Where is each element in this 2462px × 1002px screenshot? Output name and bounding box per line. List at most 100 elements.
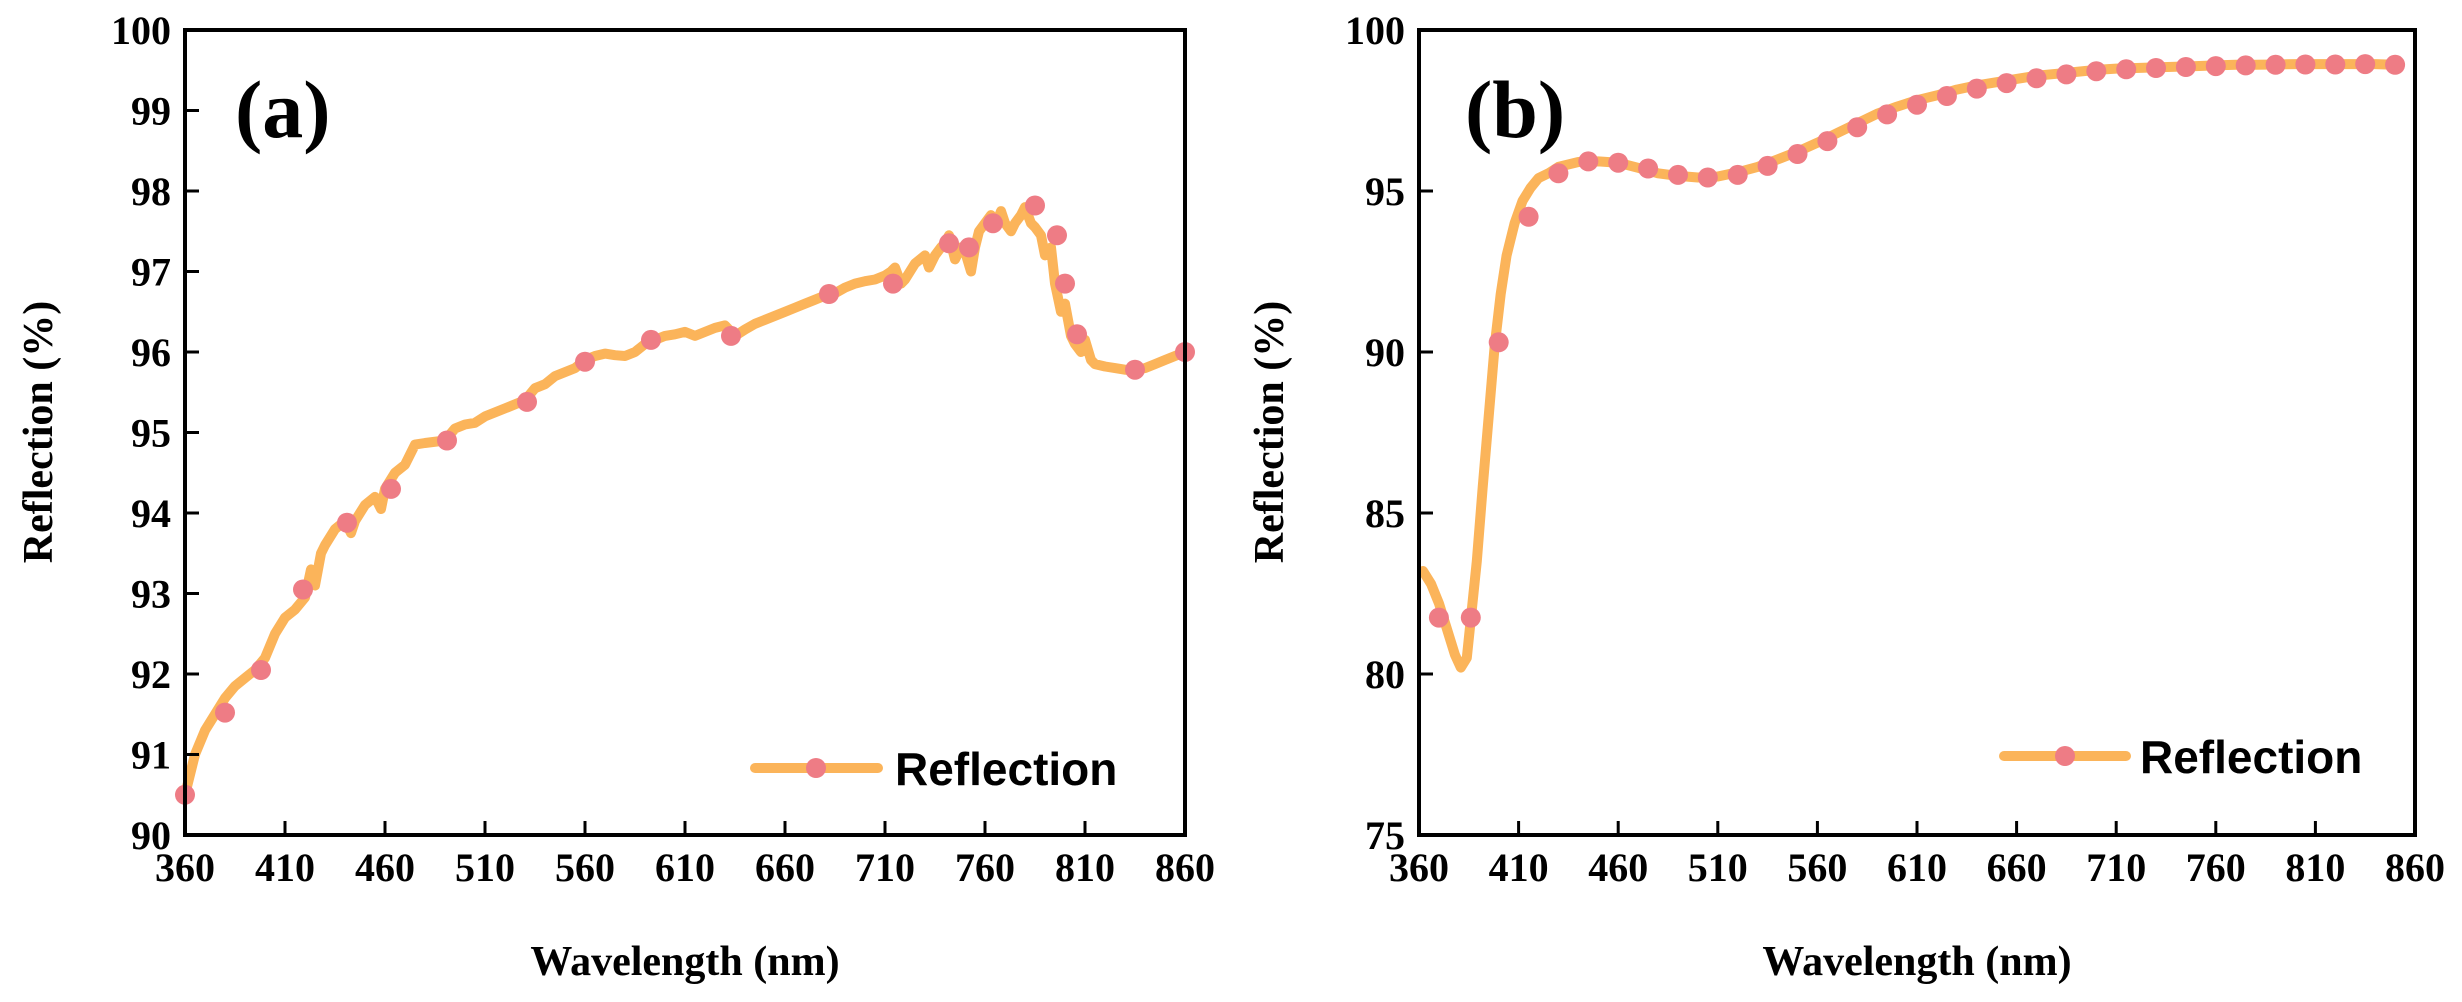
panel-a-ytick-label: 96: [131, 330, 171, 375]
panel-a-yticks: 90 91 92 93 94 95 96 97 98 99 100: [111, 8, 199, 858]
panel-b-legend-label: Reflection: [2140, 731, 2362, 783]
panel-b-marker-point: [1638, 158, 1659, 179]
panel-b-legend: Reflection: [1999, 731, 2362, 783]
panel-b-xlabel: Wavelength (nm): [1762, 939, 2071, 985]
panel-b-marker-point: [2116, 59, 2137, 80]
panel-a-xtick-label: 710: [855, 845, 915, 890]
panel-b-ytick-label: 90: [1365, 330, 1405, 375]
panel-b-series-line-0: [1418, 59, 2401, 673]
panel-b-xticks: 360 410 460 510 560 610 660 710 760 810 860: [1389, 821, 2445, 890]
panel-b-marker-point: [1608, 152, 1629, 173]
panel-b-marker-point: [2175, 57, 2196, 77]
panel-a-xtick-label: 360: [155, 845, 215, 890]
panel-a-ytick-label: 94: [131, 491, 171, 536]
panel-b-ytick-label: 95: [1365, 169, 1405, 214]
panel-b-markers: [1428, 54, 2406, 628]
panel-b-marker-point: [2056, 64, 2077, 85]
panel-a-ytick-label: 95: [131, 411, 171, 456]
panel-b-xtick-label: 360: [1389, 845, 1449, 890]
panel-b-marker-point: [1668, 164, 1688, 185]
panel-b-marker-point: [1907, 94, 1927, 115]
panel-a-marker-point: [337, 512, 357, 533]
panel-b-yticks: 75 80 85 90 95 100: [1345, 8, 1433, 858]
panel-a-marker-point: [1025, 195, 1045, 216]
panel-b-marker-point: [1757, 155, 1778, 176]
panel-b-xtick-label: 810: [2285, 845, 2345, 890]
panel-b-label: (b): [1465, 64, 1565, 155]
panel-a-legend: Reflection: [750, 743, 1117, 795]
panel-b-marker-point: [1727, 164, 1748, 185]
panel-b-xtick-label: 410: [1489, 845, 1549, 890]
panel-a-xtick-label: 560: [555, 845, 615, 890]
panel-a-marker-point: [381, 478, 401, 499]
panel-b-marker-point: [2295, 54, 2316, 75]
panel-a-marker-point: [959, 237, 979, 258]
panel-b-marker-point: [1460, 607, 1481, 628]
panel-b-ytick-label: 80: [1365, 652, 1405, 697]
panel-b-marker-point: [2235, 55, 2256, 76]
panel-b-ylabel: Reflection (%): [1247, 301, 1293, 563]
panel-a-marker-point: [819, 284, 839, 304]
panel-a-xtick-label: 860: [1155, 845, 1215, 890]
panel-b-marker-point: [2265, 54, 2286, 75]
panel-b-xtick-label: 660: [1987, 845, 2047, 890]
panel-a-marker-point: [641, 329, 661, 350]
panel-b-xtick-label: 860: [2385, 845, 2445, 890]
panel-a-xtick-label: 610: [655, 845, 715, 890]
panel-b-ytick-label: 75: [1365, 813, 1405, 858]
panel-a-ytick-label: 93: [131, 572, 171, 617]
panel-a-ytick-label: 97: [131, 250, 171, 295]
panel-b-ytick-label: 85: [1365, 491, 1405, 536]
panel-a-ytick-label: 98: [131, 169, 171, 214]
panel-a-xtick-label: 410: [255, 845, 315, 890]
panel-a-xtick-label: 460: [355, 845, 415, 890]
panel-a-xtick-label: 760: [955, 845, 1015, 890]
panel-b-marker-point: [1966, 78, 1987, 99]
panel-a-legend-label: Reflection: [895, 743, 1117, 795]
panel-b-marker-point: [1488, 332, 1509, 353]
panel-a-marker-point: [215, 702, 235, 723]
panel-a: (a) 360 410 460 510 560 610 660 710 760 810 860 90…: [16, 8, 1215, 985]
panel-a-ytick-label: 100: [111, 8, 171, 53]
panel-a-frame: [183, 28, 1187, 837]
panel-b-marker-point: [1548, 163, 1569, 184]
panel-a-marker-point: [983, 213, 1003, 234]
panel-a-legend-marker: [806, 758, 826, 778]
panel-b-marker-point: [1428, 607, 1449, 628]
panel-a-series-line-0: [180, 202, 1190, 800]
panel-b-marker-point: [2325, 54, 2346, 75]
panel-b-series: [1418, 59, 2401, 673]
panel-b-marker-point: [2146, 58, 2166, 78]
panel-a-ytick-label: 91: [131, 733, 171, 778]
panel-a-marker-point: [883, 273, 903, 294]
panel-b-marker-point: [1936, 86, 1957, 106]
panel-a-marker-point: [721, 325, 741, 346]
panel-a-marker-point: [1125, 359, 1145, 380]
panel-a-ytick-label: 92: [131, 652, 171, 697]
panel-b-marker-point: [2385, 54, 2406, 75]
panel-b-marker-point: [1518, 206, 1539, 227]
panel-a-xtick-label: 510: [455, 845, 515, 890]
panel-a-label: (a): [235, 64, 331, 155]
panel-a-ytick-label: 90: [131, 813, 171, 858]
panel-b-xtick-label: 760: [2186, 845, 2246, 890]
panel-a-marker-point: [251, 660, 271, 680]
panel-b-frame: [1417, 28, 2417, 837]
panel-a-xtick-label: 660: [755, 845, 815, 890]
panel-b-marker-point: [2205, 56, 2226, 77]
panel-b-xtick-label: 560: [1787, 845, 1847, 890]
panel-b-xtick-label: 510: [1688, 845, 1748, 890]
panel-b-marker-point: [1847, 117, 1868, 138]
panel-a-marker-point: [1067, 324, 1087, 345]
panel-b-xtick-label: 710: [2086, 845, 2146, 890]
panel-a-marker-point: [517, 391, 537, 412]
panel-b-marker-point: [1817, 131, 1838, 152]
panel-b-legend-marker: [2055, 746, 2075, 766]
panel-b: (b) 360 410 460 510 560 610 660 710 760 810 860 75…: [1247, 8, 2445, 985]
panel-a-marker-point: [1047, 225, 1067, 246]
panel-b-marker-point: [1787, 144, 1808, 164]
panel-a-ytick-label: 99: [131, 89, 171, 134]
panel-a-series: [180, 202, 1190, 800]
panel-a-marker-point: [293, 579, 313, 600]
panel-a-marker-point: [1055, 273, 1075, 294]
